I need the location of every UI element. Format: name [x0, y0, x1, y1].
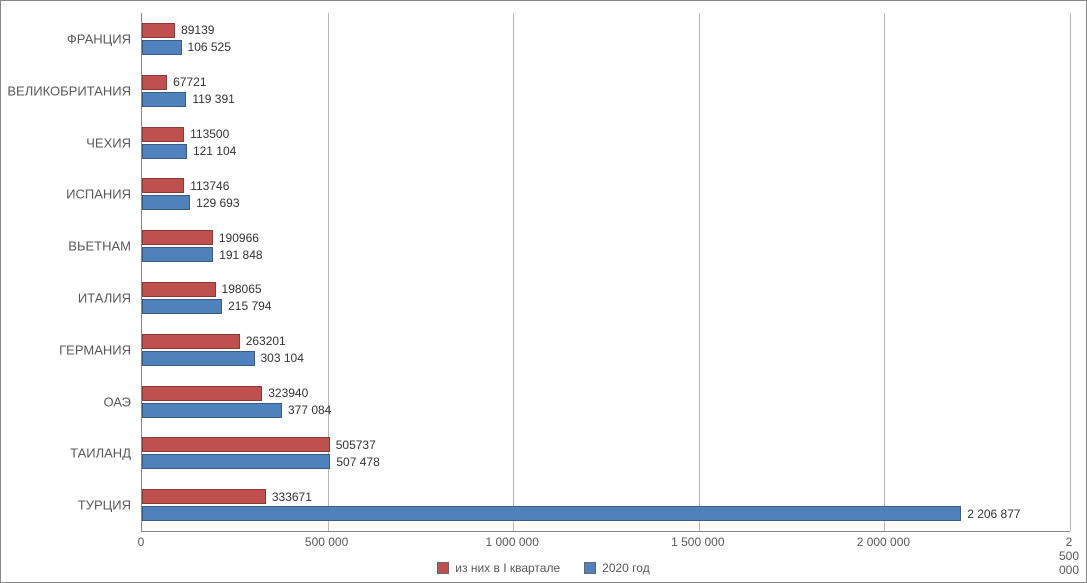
x-tick-label: 500 000 [305, 535, 348, 549]
plot-area: 89139 106 525 67721 119 391 113500 121 104 113… [141, 13, 1070, 532]
y-category-label: ОАЭ [1, 394, 131, 409]
bar-q1 [142, 75, 167, 90]
bar-y2020 [142, 299, 222, 314]
bar-q1 [142, 282, 216, 297]
y-category-label: ИСПАНИЯ [1, 187, 131, 202]
bar-q1 [142, 334, 240, 349]
bar-q1 [142, 489, 266, 504]
y-category-label: ТАИЛАНД [1, 446, 131, 461]
bar-value-label: 333671 [272, 490, 312, 504]
bar-q1 [142, 386, 262, 401]
gridline [699, 13, 700, 531]
y-category-label: ИТАЛИЯ [1, 290, 131, 305]
bar-y2020 [142, 351, 255, 366]
bar-y2020 [142, 247, 213, 262]
legend-label-2020: 2020 год [602, 561, 650, 575]
bar-value-label: 113746 [190, 179, 229, 193]
legend-swatch-2020 [584, 562, 596, 574]
y-category-label: ФРАНЦИЯ [1, 31, 131, 46]
y-category-label: ВЬЕТНАМ [1, 239, 131, 254]
bar-y2020 [142, 195, 190, 210]
gridline [513, 13, 514, 531]
x-tick-label: 2 000 000 [857, 535, 910, 549]
bar-value-label: 106 525 [188, 40, 231, 54]
bar-q1 [142, 437, 330, 452]
bar-value-label: 377 084 [288, 403, 331, 417]
bar-value-label: 121 104 [193, 144, 236, 158]
bar-value-label: 505737 [336, 438, 376, 452]
y-category-label: ЧЕХИЯ [1, 135, 131, 150]
y-category-label: ГЕРМАНИЯ [1, 342, 131, 357]
bar-value-label: 215 794 [228, 299, 271, 313]
x-tick-label: 1 500 000 [671, 535, 724, 549]
bar-q1 [142, 230, 213, 245]
bar-value-label: 89139 [181, 23, 214, 37]
y-category-label: ВЕЛИКОБРИТАНИЯ [1, 83, 131, 98]
bar-value-label: 323940 [268, 386, 308, 400]
bar-value-label: 263201 [246, 334, 286, 348]
x-tick-label: 0 [138, 535, 145, 549]
legend: из них в I квартале 2020 год [1, 561, 1086, 575]
bar-y2020 [142, 92, 186, 107]
bar-y2020 [142, 40, 182, 55]
x-tick-label: 1 000 000 [485, 535, 538, 549]
bar-q1 [142, 23, 175, 38]
bar-value-label: 198065 [222, 282, 262, 296]
chart-container: 89139 106 525 67721 119 391 113500 121 104 113… [0, 0, 1087, 583]
bar-value-label: 507 478 [336, 455, 379, 469]
bar-y2020 [142, 506, 961, 521]
bar-value-label: 2 206 877 [967, 507, 1020, 521]
bar-q1 [142, 178, 184, 193]
gridline [328, 13, 329, 531]
bar-value-label: 190966 [219, 231, 259, 245]
bar-value-label: 113500 [190, 127, 229, 141]
bar-y2020 [142, 403, 282, 418]
legend-item-2020: 2020 год [584, 561, 650, 575]
bar-value-label: 67721 [173, 75, 206, 89]
legend-item-q1: из них в I квартале [437, 561, 560, 575]
legend-swatch-q1 [437, 562, 449, 574]
bar-value-label: 129 693 [196, 196, 239, 210]
bar-y2020 [142, 144, 187, 159]
bar-value-label: 191 848 [219, 248, 262, 262]
gridline [1070, 13, 1071, 531]
bar-q1 [142, 127, 184, 142]
bar-value-label: 303 104 [261, 351, 304, 365]
gridline [884, 13, 885, 531]
legend-label-q1: из них в I квартале [455, 561, 560, 575]
y-category-label: ТУРЦИЯ [1, 498, 131, 513]
bar-y2020 [142, 454, 330, 469]
bar-value-label: 119 391 [192, 92, 235, 106]
